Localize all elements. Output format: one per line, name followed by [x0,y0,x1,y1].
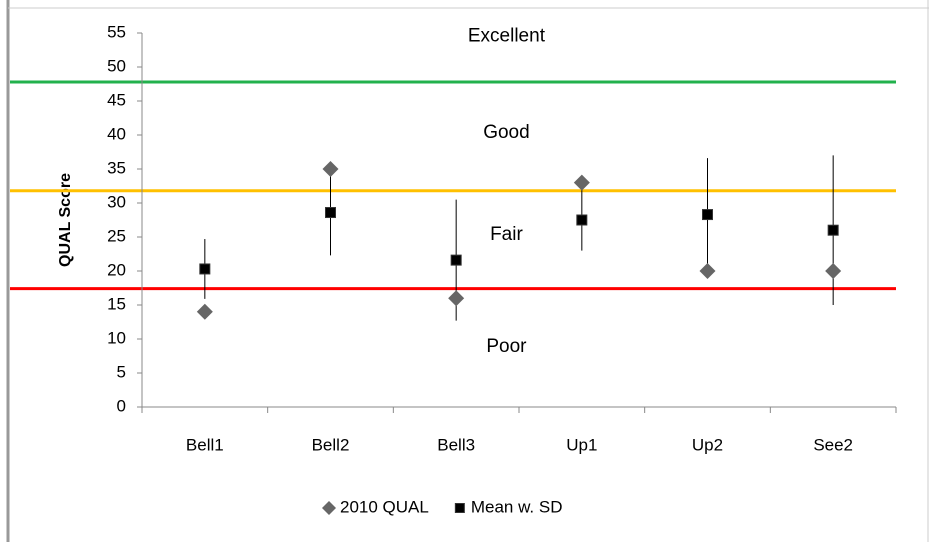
square-marker [576,214,588,226]
y-tick-label: 30 [107,192,126,211]
square-marker [450,254,462,266]
diamond-marker [196,303,213,320]
square-marker [199,263,211,275]
y-tick-label: 45 [107,90,126,109]
diamond-marker [825,263,842,279]
y-tick-label: 5 [117,362,126,381]
diamond-marker [448,290,465,307]
legend-label: 2010 QUAL [340,497,429,516]
diamond-marker [322,161,339,177]
x-tick-label: Bell1 [186,435,224,454]
square-marker [325,207,336,219]
y-tick-label: 50 [107,56,126,75]
legend-label: Mean w. SD [471,497,563,516]
square-marker [702,209,713,221]
zone-label: Good [483,122,529,143]
y-tick-label: 25 [107,226,126,245]
diamond-marker [699,263,716,279]
y-tick-label: 40 [107,124,126,143]
zone-label: Fair [490,224,523,245]
x-tick-label: Up2 [692,435,723,454]
y-tick-label: 35 [107,158,126,177]
y-tick-label: 0 [117,396,126,415]
square-marker [454,503,465,513]
y-tick-label: 15 [107,294,126,313]
y-tick-label: 20 [107,260,126,279]
x-tick-label: Bell3 [437,435,475,454]
square-marker [827,224,839,236]
zone-label: Excellent [468,25,546,46]
diamond-marker [322,501,336,515]
x-tick-label: Up1 [566,435,597,454]
x-tick-label: See2 [813,435,853,454]
y-tick-label: 10 [107,328,126,347]
y-axis-label: QUAL Score [57,173,74,267]
zone-label: Poor [486,336,527,357]
y-tick-label: 55 [107,22,126,41]
x-tick-label: Bell2 [312,435,350,454]
diamond-marker [573,174,590,191]
